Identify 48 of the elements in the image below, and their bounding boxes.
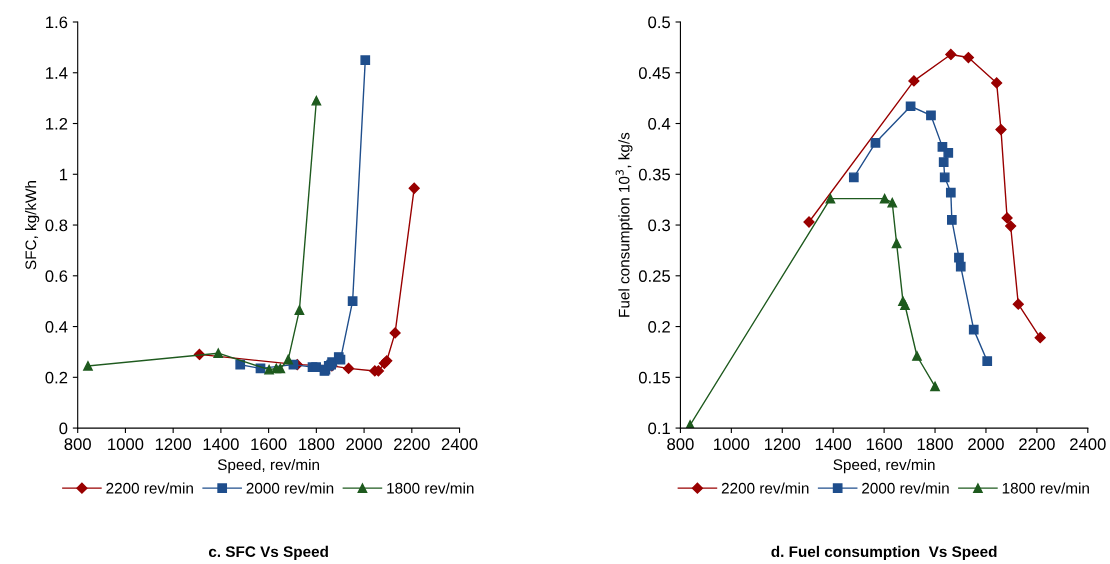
legend-label: 2200 rev/min	[721, 482, 809, 494]
legend-label: 1800 rev/min	[387, 482, 474, 494]
y-axis-title: SFC, kg/kWh	[25, 181, 40, 270]
legend-label: 2200 rev/min	[106, 482, 193, 494]
x-tick-label: 2000	[968, 438, 1004, 451]
x-axis-title: Speed, rev/min	[217, 458, 320, 474]
y-tick-label: 0.4	[648, 117, 671, 130]
x-tick-label: 800	[667, 438, 694, 451]
y-tick-label: 1	[59, 168, 68, 181]
y-tick-label: 0.5	[648, 16, 671, 29]
y-tick-label: 1.4	[46, 67, 68, 79]
x-tick-label: 1200	[155, 438, 192, 451]
x-tick-label: 2200	[394, 438, 430, 451]
x-tick-label: 1000	[714, 438, 750, 451]
x-tick-label: 1400	[203, 438, 239, 451]
y-tick-label: 0.3	[648, 219, 670, 232]
x-tick-label: 1000	[108, 438, 144, 451]
x-tick-label: 800	[64, 438, 91, 451]
x-tick-label: 1600	[866, 438, 902, 451]
y-tick-label: 0.8	[45, 219, 68, 232]
y-tick-label: 0.2	[648, 320, 670, 333]
y-tick-label: 0.35	[638, 168, 671, 181]
y-tick-label: 0.15	[638, 371, 671, 384]
y-tick-label: 0.45	[638, 67, 671, 79]
y-tick-label: 1.2	[46, 117, 68, 130]
y-tick-label: 0.25	[638, 270, 671, 282]
x-tick-label: 1600	[251, 438, 287, 451]
y-tick-label: 0.4	[45, 320, 68, 333]
x-tick-label: 2200	[1019, 438, 1055, 451]
legend-label: 1800 rev/min	[1002, 482, 1089, 494]
x-tick-label: 1800	[917, 438, 953, 451]
x-tick-label: 1200	[765, 438, 801, 451]
x-tick-label: 2400	[441, 438, 478, 451]
text: c. SFC Vs Speed	[208, 545, 328, 561]
legend-label: 2000 rev/min	[862, 482, 949, 494]
x-tick-label: 1800	[299, 438, 335, 451]
x-tick-label: 1400	[815, 438, 852, 451]
y-tick-label: 0.6	[45, 270, 68, 282]
y-axis-title: Fuel consumption 10$^{3}$, kg/s	[615, 132, 633, 317]
y-tick-label: 0.1	[648, 422, 670, 435]
y-tick-label: 1.6	[46, 16, 68, 29]
text: d. Fuel consumption Vs Speed	[771, 545, 997, 561]
y-tick-label: 0.2	[45, 371, 68, 384]
legend-label: 2000 rev/min	[246, 482, 334, 494]
x-tick-label: 2400	[1070, 438, 1106, 451]
x-axis-title: Speed, rev/min	[833, 458, 935, 474]
y-tick-label: 0	[59, 422, 68, 435]
x-tick-label: 2000	[346, 438, 382, 451]
